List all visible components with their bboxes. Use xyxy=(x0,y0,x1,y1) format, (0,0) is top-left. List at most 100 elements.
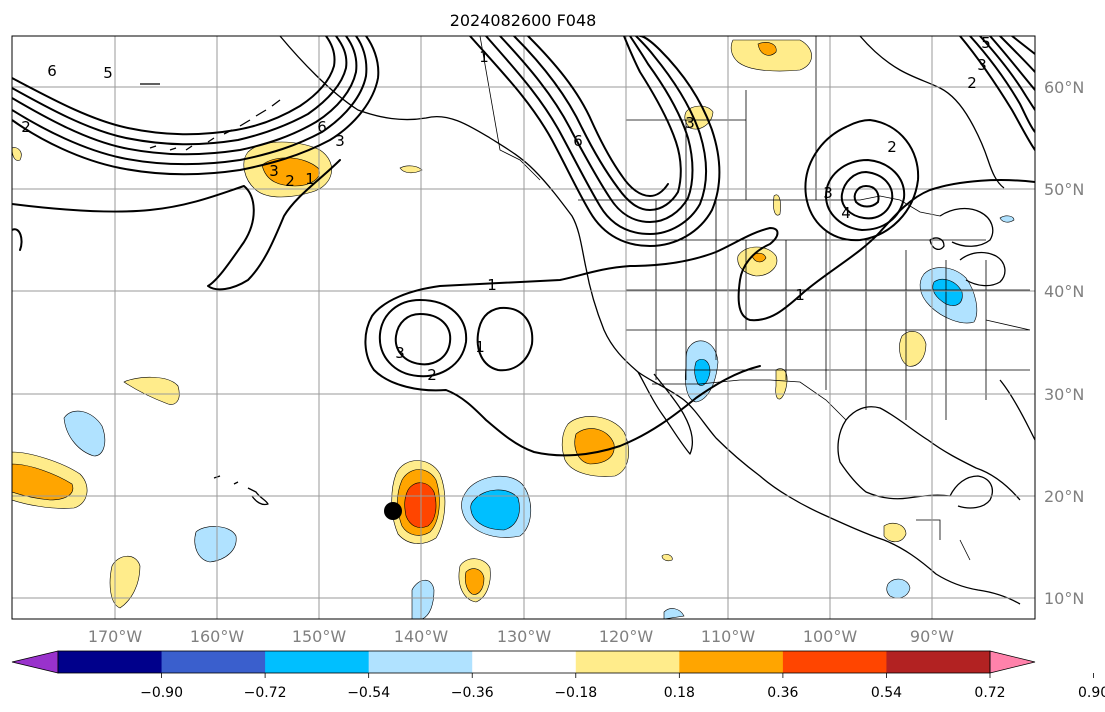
contour-wave-5 xyxy=(527,36,669,197)
colorbar-band xyxy=(161,651,266,673)
longitude-label: 160°W xyxy=(190,627,245,646)
contour-midwest-low-1 xyxy=(804,119,920,242)
anomaly-negative-south xyxy=(411,579,435,619)
contour-gulf-alaska-3 xyxy=(12,36,358,156)
colorbar-tick-label: 0.18 xyxy=(664,685,695,701)
contour-east-6 xyxy=(1011,36,1035,55)
contour-midwest-low-4 xyxy=(853,185,880,208)
colorbar-tick-label: −0.54 xyxy=(347,685,390,701)
florida xyxy=(999,379,1035,441)
colorbar-band xyxy=(782,651,887,673)
latitude-label: 50°N xyxy=(1044,180,1084,199)
contour-label-6-alaska: 6 xyxy=(317,118,327,136)
contour-gulf-alaska-1 xyxy=(12,36,380,176)
contour-label-1-midwest: 1 xyxy=(795,286,805,304)
contour-east-3 xyxy=(979,36,1035,111)
contour-wave-1 xyxy=(469,36,721,247)
colorbar-band xyxy=(58,651,163,673)
contour-east-1 xyxy=(959,36,1035,151)
contour-pacific-high-3 xyxy=(394,313,452,366)
contour-label-3-east: 3 xyxy=(977,56,987,74)
colorbar-band xyxy=(679,651,784,673)
latitude-label: 10°N xyxy=(1044,589,1084,608)
contour-pacific-high-small xyxy=(476,306,534,372)
longitude-label: 170°W xyxy=(88,627,143,646)
figure-title: 2024082600 F048 xyxy=(450,11,597,30)
contour-label-3-midwest: 3 xyxy=(823,184,833,202)
contour-label-2-west-edge: 2 xyxy=(21,118,31,136)
contour-label-2-east: 2 xyxy=(967,74,977,92)
contour-label-1-small-high: 1 xyxy=(475,338,485,356)
latitude-labels: 60°N 50°N 40°N 30°N 20°N 10°N xyxy=(1044,78,1084,608)
colorbar: −0.90 −0.72 −0.54 −0.36 −0.18 0.18 0.36 0.54 0.7… xyxy=(11,650,1105,701)
colorbar-extend-high xyxy=(989,650,1036,674)
colorbar-tick-label: −0.36 xyxy=(451,685,494,701)
anomaly-positive-dots xyxy=(12,147,907,562)
central-america-lines xyxy=(916,519,971,561)
contour-label-5-west: 5 xyxy=(103,64,113,82)
colorbar-band xyxy=(368,651,473,673)
anomaly-negative-mexico-west-core xyxy=(694,359,711,386)
contour-midwest-low-2 xyxy=(825,159,906,231)
contour-label-2-midwest: 2 xyxy=(887,138,897,156)
contour-west-edge xyxy=(12,228,23,251)
contour-label-3-gulf: 3 xyxy=(269,162,279,180)
latitude-label: 40°N xyxy=(1044,282,1084,301)
anomaly-negative-small xyxy=(663,215,1015,619)
contour-label-1-pacific: 1 xyxy=(487,276,497,294)
contour-labels: 1 2 3 1 1 2 3 4 6 3 5 6 2 3 2 1 1 6 3 2 … xyxy=(21,36,991,384)
colorbar-band xyxy=(265,651,370,673)
north-america-west-coast xyxy=(585,267,1021,605)
political-borders xyxy=(479,36,1031,561)
contour-label-3-wave: 3 xyxy=(685,114,695,132)
colorbar-tick-label: 0.72 xyxy=(974,685,1005,701)
contour-label-3-alaska: 3 xyxy=(335,132,345,150)
anomaly-negative-east-hurricane-core xyxy=(470,489,520,531)
contour-1-band xyxy=(364,179,1035,457)
anomaly-negative-west xyxy=(63,410,106,457)
colorbar-tick-label: −0.72 xyxy=(244,685,287,701)
contour-label-2-gulf: 2 xyxy=(285,172,295,190)
longitude-label: 110°W xyxy=(701,627,756,646)
contour-wave-3 xyxy=(499,36,694,223)
colorbar-extend-low xyxy=(11,650,59,674)
contour-label-3-pacific: 3 xyxy=(395,344,405,362)
colorbar-tick-label: −0.18 xyxy=(554,685,597,701)
us-canada-border xyxy=(578,195,941,217)
contour-midwest-low-3 xyxy=(840,171,894,220)
baja-california xyxy=(637,371,694,455)
longitude-label: 100°W xyxy=(803,627,858,646)
yucatan xyxy=(949,475,993,509)
contour-east-2 xyxy=(969,36,1035,133)
alaska-coast xyxy=(279,36,587,269)
colorbar-tick-label: 0.36 xyxy=(767,685,798,701)
longitude-label: 150°W xyxy=(292,627,347,646)
contour-gulf-alaska-2 xyxy=(12,36,368,166)
contour-gulf-alaska-outer xyxy=(12,159,341,291)
colorbar-tick-label: −0.90 xyxy=(140,685,183,701)
contour-wave-4 xyxy=(513,36,682,211)
latitude-label: 60°N xyxy=(1044,78,1084,97)
latitude-label: 30°N xyxy=(1044,385,1084,404)
anomaly-negative-central-america xyxy=(886,578,911,599)
longitude-label: 130°W xyxy=(497,627,552,646)
colorbar-outline xyxy=(57,650,991,674)
colorbar-tick-label: 0.90 xyxy=(1078,685,1105,701)
anomaly-positive-north-canada xyxy=(730,39,812,72)
latitude-label: 20°N xyxy=(1044,487,1084,506)
us-mexico-border xyxy=(652,379,847,421)
storm-position-marker xyxy=(384,502,402,520)
anomaly-positive-hurricane-core xyxy=(404,482,437,528)
contour-label-6-west: 6 xyxy=(47,62,57,80)
map-frame xyxy=(11,35,1036,620)
colorbar-band xyxy=(472,651,577,673)
colorbar-band xyxy=(575,651,680,673)
longitude-labels: 170°W 160°W 150°W 140°W 130°W 120°W 110°W 100°W… xyxy=(88,627,954,646)
longitude-label: 90°W xyxy=(910,627,954,646)
contour-label-1-wave: 1 xyxy=(479,48,489,66)
contour-label-4-midwest: 4 xyxy=(841,204,851,222)
contour-pacific-high-2 xyxy=(378,299,468,378)
contour-wave-2 xyxy=(485,36,707,235)
alaska-canada-border xyxy=(479,36,541,181)
